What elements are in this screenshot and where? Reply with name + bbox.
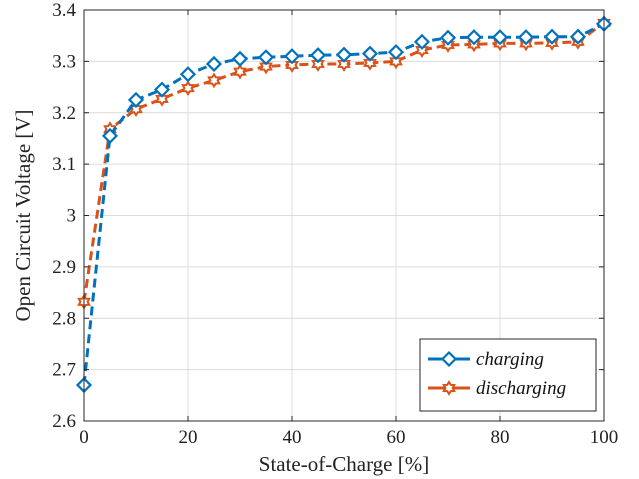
data-point-discharging (181, 80, 195, 96)
data-point-charging (361, 45, 379, 62)
data-point-charging (309, 47, 327, 64)
tick-labels: 0 20 40 60 80 100 2.6 2.7 2.8 2.9 3 3.1 3.2 3.3 3.4 (52, 0, 618, 448)
data-point-discharging (363, 55, 377, 71)
legend-marker (440, 350, 458, 368)
y-tick-label: 3.3 (52, 51, 76, 72)
legend: charging discharging (419, 338, 597, 412)
y-tick-label: 2.8 (52, 308, 76, 329)
data-point-charging (101, 127, 119, 144)
data-point-discharging (337, 56, 351, 72)
data-point-charging (413, 33, 431, 50)
legend-label: discharging (476, 378, 566, 399)
x-tick-label: 100 (590, 427, 619, 448)
data-point-charging (517, 29, 535, 46)
data-point-discharging (389, 53, 403, 70)
legend-item-discharging: discharging (428, 378, 566, 399)
y-tick-label: 2.6 (52, 411, 76, 432)
y-tick-label: 3.1 (52, 154, 76, 175)
legend-items: charging discharging (428, 349, 566, 399)
data-point-charging (543, 28, 561, 45)
data-point-charging (179, 66, 197, 83)
y-tick-label: 2.7 (52, 360, 76, 381)
y-tick-label: 3 (67, 206, 77, 227)
data-point-discharging (207, 72, 221, 89)
data-point-discharging (233, 63, 247, 80)
axis-ticks (83, 9, 605, 422)
y-tick-label: 2.9 (52, 257, 76, 278)
x-tick-label: 20 (179, 427, 198, 448)
data-point-discharging (285, 57, 299, 73)
data-point-discharging (259, 58, 273, 75)
data-point-charging (439, 29, 457, 46)
series-charging (75, 15, 613, 394)
y-tick-label: 3.4 (52, 0, 76, 21)
x-tick-label: 0 (79, 427, 89, 448)
data-point-charging (465, 29, 483, 46)
y-axis-label: Open Circuit Voltage [V] (11, 109, 35, 321)
data-point-charging (491, 29, 509, 46)
data-point-discharging (311, 56, 325, 72)
x-axis-label: State-of-Charge [%] (259, 452, 429, 476)
y-tick-label: 3.2 (52, 103, 76, 124)
legend-item-charging: charging (428, 349, 544, 370)
data-point-discharging (155, 90, 169, 107)
data-point-charging (127, 91, 145, 108)
legend-marker (442, 380, 456, 396)
data-point-charging (257, 49, 275, 66)
data-point-charging (153, 81, 171, 98)
series-layer (75, 14, 613, 394)
legend-label: charging (476, 349, 544, 370)
data-point-charging (387, 44, 405, 61)
data-point-charging (335, 46, 353, 63)
data-point-charging (205, 55, 223, 72)
legend-box (419, 338, 597, 412)
x-tick-label: 40 (283, 427, 302, 448)
data-point-charging (231, 50, 249, 67)
data-point-charging (283, 48, 301, 65)
data-point-charging (569, 28, 587, 45)
x-tick-label: 80 (491, 427, 510, 448)
x-tick-label: 60 (387, 427, 406, 448)
